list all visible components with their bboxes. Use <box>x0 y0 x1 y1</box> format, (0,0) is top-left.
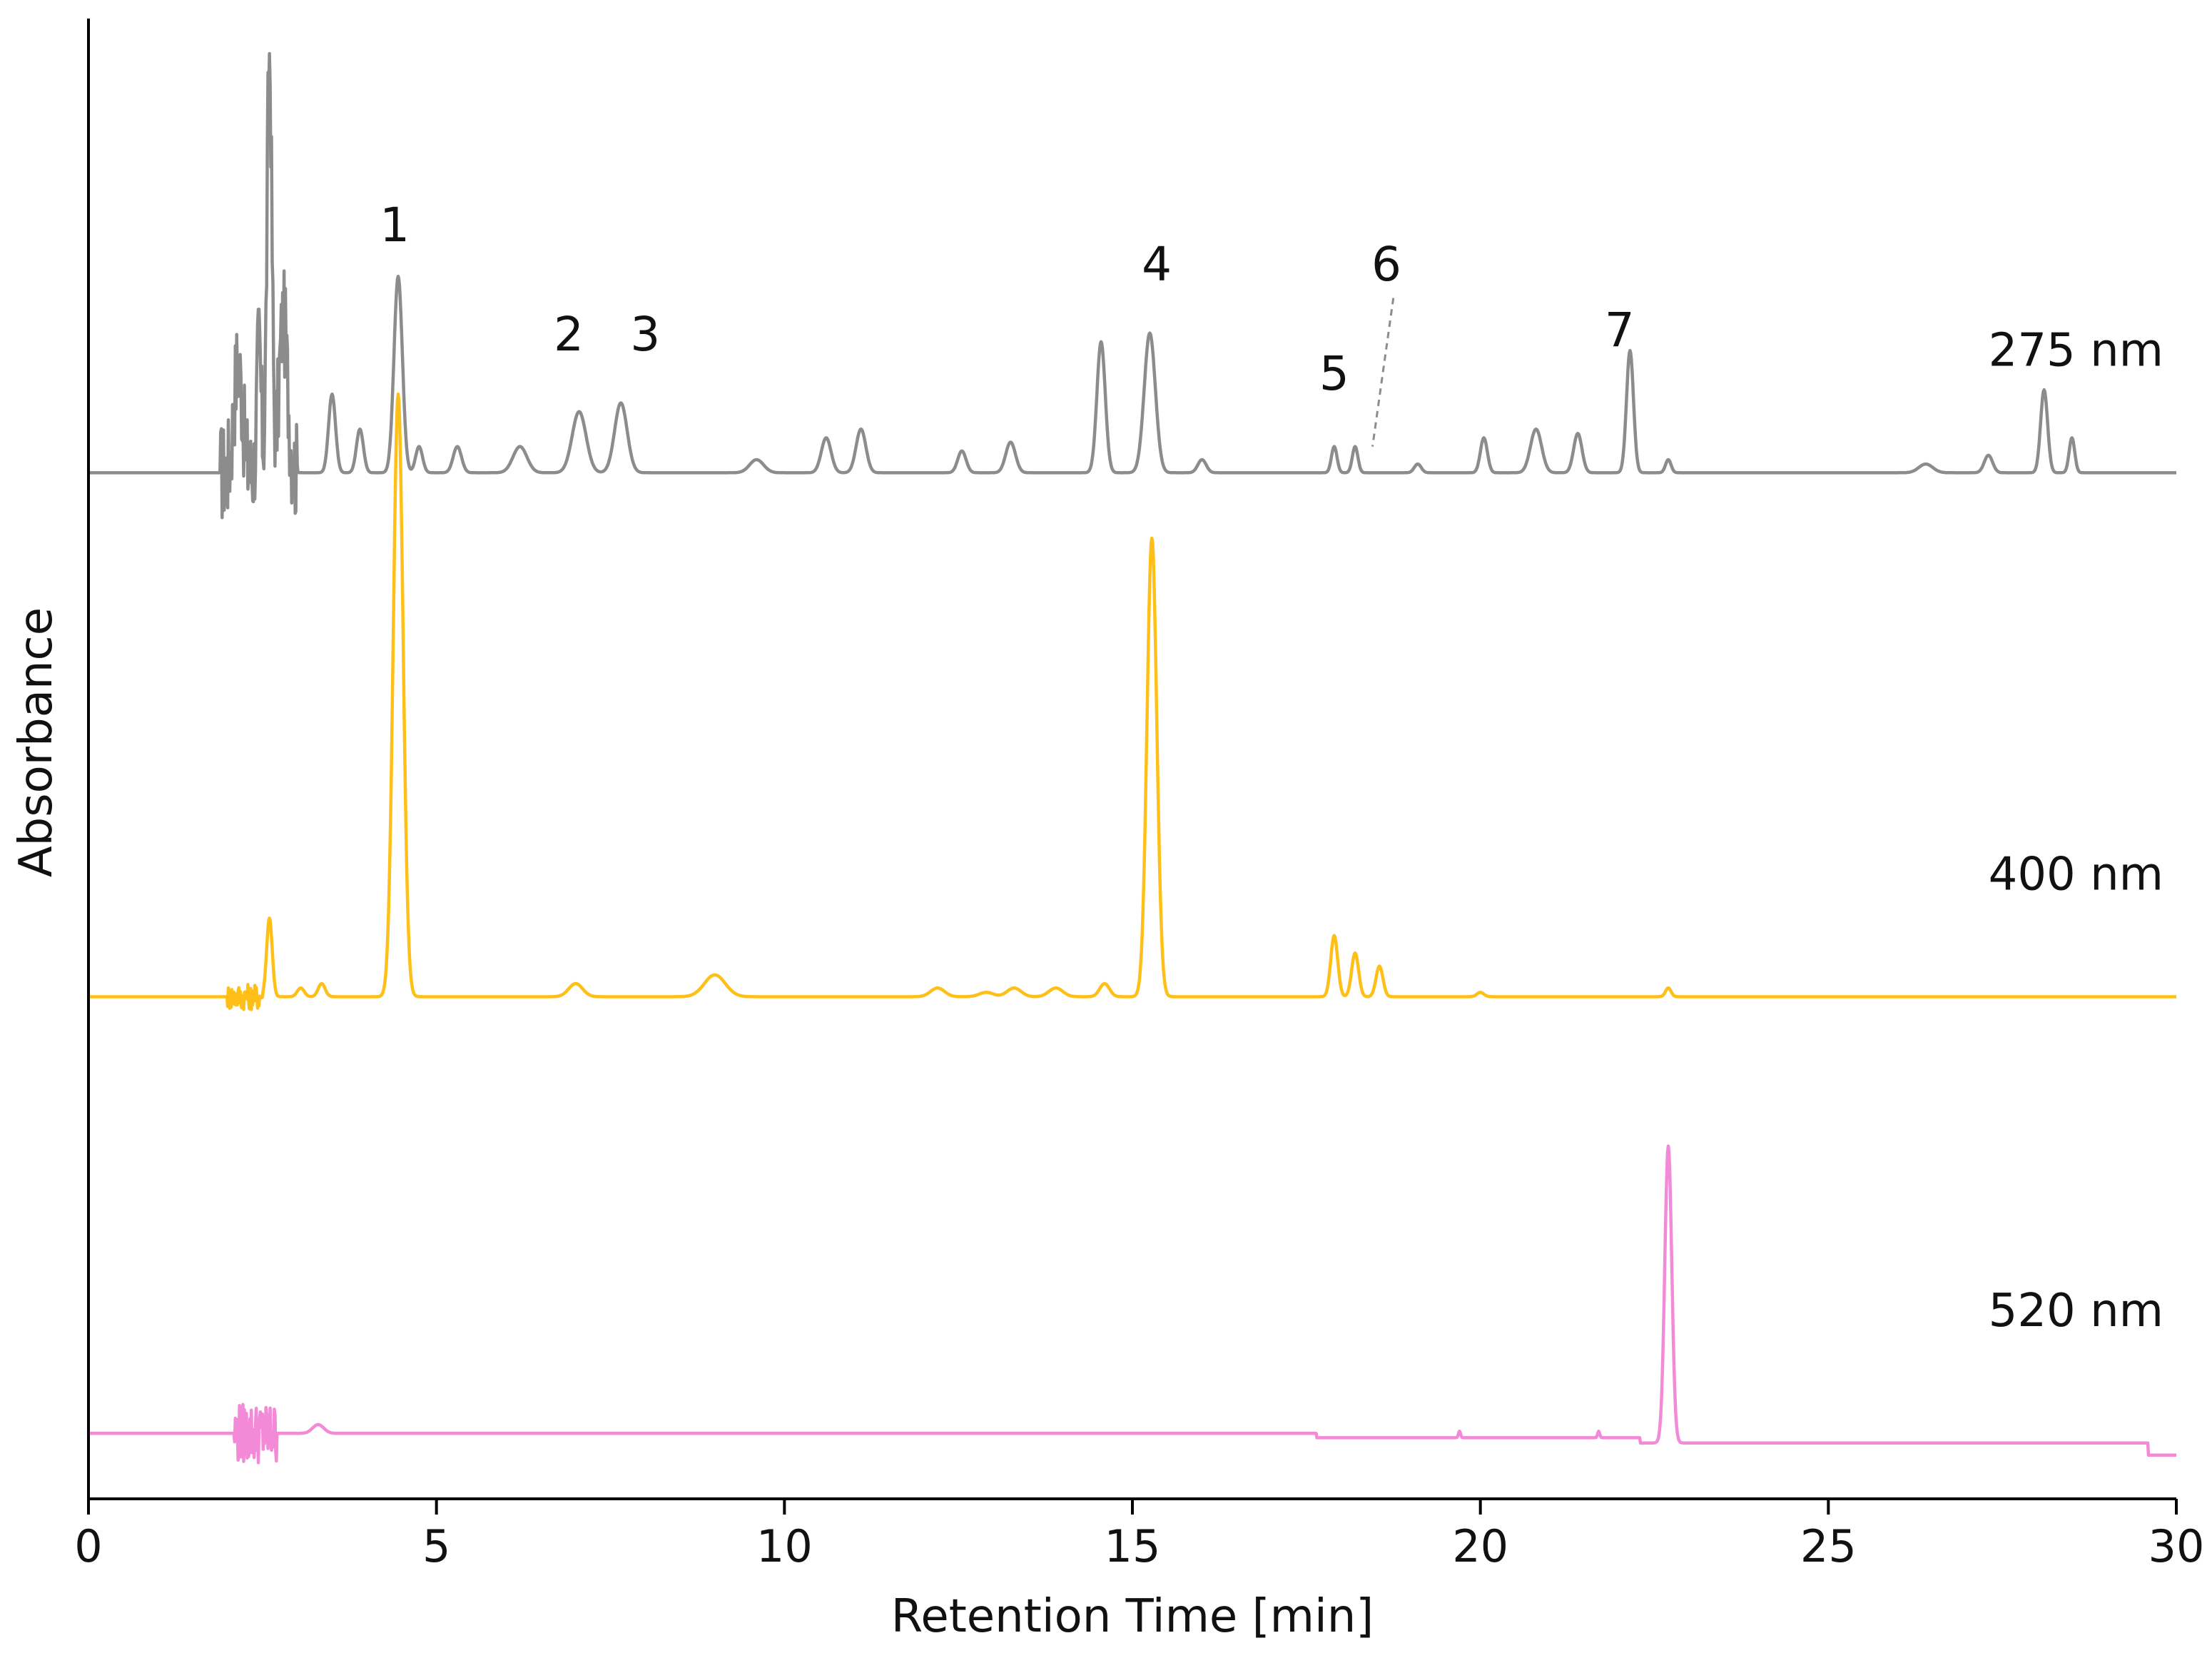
x-tick-label: 5 <box>422 1520 450 1572</box>
y-axis-title: Absorbance <box>10 607 63 877</box>
trace-label-400-nm: 400 nm <box>1989 848 2163 901</box>
trace-label-520-nm: 520 nm <box>1989 1285 2163 1338</box>
x-axis-ticks: 0 5 10 15 20 25 30 <box>74 1499 2204 1572</box>
peak-label-1: 1 <box>380 198 410 253</box>
peak-label-2: 2 <box>554 307 584 362</box>
trace-275-nm <box>87 51 2178 520</box>
x-tick-label: 10 <box>756 1520 813 1572</box>
trace-400-nm <box>87 392 2178 1011</box>
x-tick-label: 25 <box>1800 1520 1857 1572</box>
trace-520-nm <box>87 1144 2178 1465</box>
traces-layer: 275 nm 400 nm 520 nm <box>87 51 2178 1465</box>
peak-label-6: 6 <box>1371 237 1401 292</box>
x-tick-label: 30 <box>2148 1520 2205 1572</box>
peak-annotations: 1 2 3 4 56 7 <box>380 198 1635 447</box>
trace-label-275-nm: 275 nm <box>1989 324 2163 377</box>
x-axis-title: Retention Time [min] <box>891 1590 1374 1643</box>
x-tick-label: 20 <box>1452 1520 1508 1572</box>
x-tick-label: 15 <box>1105 1520 1161 1572</box>
axes: 0 5 10 15 20 25 30 Retention Time [min] Absorb… <box>10 19 2204 1643</box>
peak-label-3: 3 <box>630 307 660 362</box>
peak-label-4: 4 <box>1142 237 1172 292</box>
peak-6-leader-line <box>1371 298 1395 447</box>
peak-label-7: 7 <box>1605 303 1635 358</box>
x-tick-label: 0 <box>74 1520 102 1572</box>
peak-label-5: 5 <box>1319 346 1349 401</box>
